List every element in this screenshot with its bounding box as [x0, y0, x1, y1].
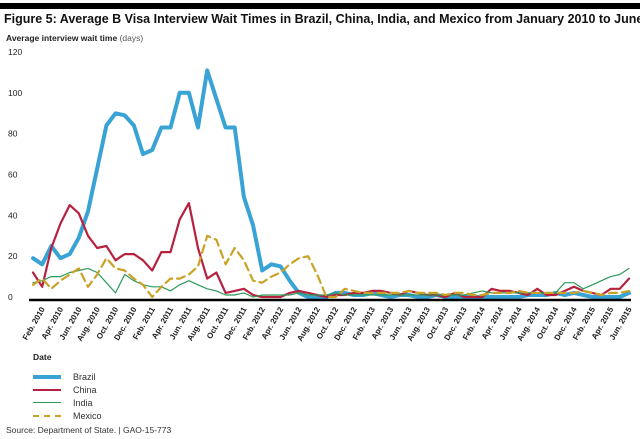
- y-tick-label: 20: [8, 251, 18, 261]
- legend-swatch: [33, 374, 61, 379]
- y-tick-label: 80: [8, 129, 18, 139]
- series-line-china: [31, 202, 631, 299]
- y-axis-label: Average interview wait time (days): [6, 33, 143, 43]
- y-tick-label: 40: [8, 210, 18, 220]
- legend: Brazil China India Mexico: [33, 370, 102, 422]
- source-note: Source: Department of State. | GAO-15-77…: [6, 425, 172, 435]
- legend-item: Brazil: [33, 370, 102, 383]
- legend-swatch: [33, 388, 61, 391]
- x-axis-label: Date: [33, 352, 52, 362]
- chart-title: Figure 5: Average B Visa Interview Wait …: [4, 12, 640, 26]
- legend-swatch: [33, 402, 61, 403]
- y-tick-label: 60: [8, 170, 18, 180]
- legend-label: Mexico: [73, 410, 102, 421]
- y-tick-label: 0: [8, 292, 13, 302]
- series-line-brazil: [31, 68, 631, 299]
- series-line-mexico: [31, 234, 631, 299]
- y-tick-label: 100: [8, 88, 22, 98]
- series-line-india: [32, 267, 630, 298]
- legend-label: Brazil: [73, 371, 96, 382]
- y-axis-unit: (days): [119, 33, 144, 43]
- legend-item: India: [33, 396, 102, 409]
- header-bar: [0, 3, 640, 9]
- legend-label: China: [73, 384, 97, 395]
- legend-label: India: [73, 397, 93, 408]
- y-tick-label: 120: [8, 47, 22, 57]
- y-axis-label-text: Average interview wait time: [6, 33, 118, 43]
- legend-swatch: [33, 414, 61, 417]
- legend-item: Mexico: [33, 409, 102, 422]
- legend-item: China: [33, 383, 102, 396]
